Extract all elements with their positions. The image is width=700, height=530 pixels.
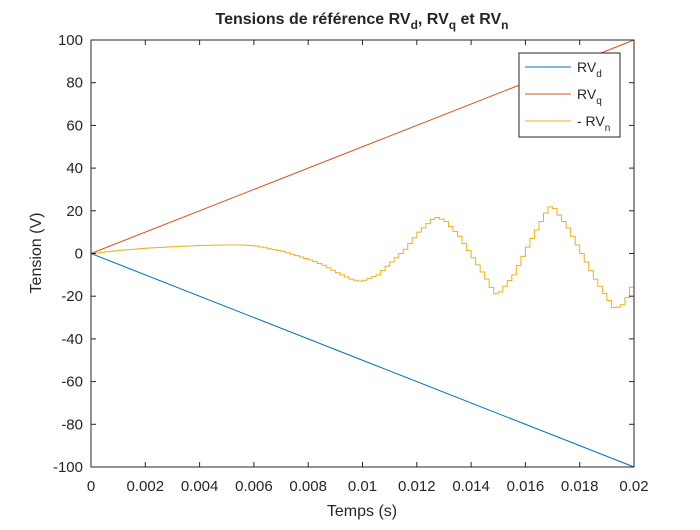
ticks-layer: 0 0.002 0.004 0.006 0.008 0.01 0.012 0.014 0.016… [53, 32, 649, 495]
y-tick-label: -40 [61, 331, 83, 348]
legend: RVd RVq - RVn [518, 52, 621, 138]
y-tick-label: 60 [66, 117, 83, 134]
chart-title-text: et RV [456, 11, 501, 28]
legend-label-0: RVd [577, 59, 602, 80]
series-line-0 [90, 253, 635, 468]
x-tick-label: 0.02 [619, 478, 648, 495]
x-tick-label: 0.01 [348, 478, 377, 495]
x-tick-label: 0.014 [452, 478, 490, 495]
y-tick-label: -100 [53, 459, 83, 476]
x-axis-label: Temps (s) [327, 503, 397, 520]
chart-title-text: Tensions de référence RV [216, 11, 411, 28]
y-tick-label: 40 [66, 160, 83, 177]
x-tick-label: 0.002 [127, 478, 165, 495]
y-tick-label: 100 [58, 32, 83, 49]
y-tick-label: -60 [61, 374, 83, 391]
x-tick-label: 0.004 [181, 478, 219, 495]
x-tick-label: 0.018 [561, 478, 599, 495]
x-tick-label: 0 [87, 478, 95, 495]
y-tick-label: -20 [61, 288, 83, 305]
y-tick-label: 80 [66, 75, 83, 92]
legend-label-1: RVq [577, 86, 602, 107]
x-tick-label: 0.006 [235, 478, 273, 495]
x-tick-label: 0.012 [398, 478, 436, 495]
legend-label-2: - RVn [577, 113, 610, 134]
y-tick-label: 0 [75, 246, 83, 263]
chart-title-subscript: q [449, 18, 456, 32]
x-tick-label: 0.016 [507, 478, 545, 495]
chart-title-subscript: n [501, 18, 508, 32]
chart-title-text: , RV [418, 11, 449, 28]
y-tick-label: -80 [61, 416, 83, 433]
series-line-2 [91, 206, 635, 309]
x-tick-label: 0.008 [289, 478, 327, 495]
chart-title-subscript: d [411, 18, 418, 32]
y-tick-label: 20 [66, 203, 83, 220]
y-axis-label: Tension (V) [28, 213, 45, 294]
chart-title: Tensions de référence RVd, RVq et RVn [216, 11, 509, 32]
